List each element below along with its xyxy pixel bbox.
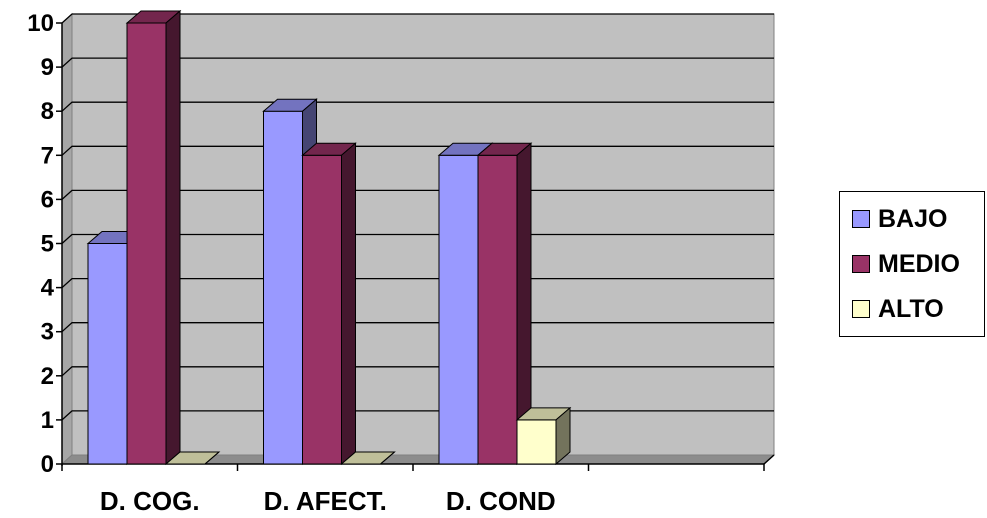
gridline [61, 13, 774, 24]
y-tick-label: 3 [41, 319, 54, 346]
legend-swatch-alto [852, 300, 870, 318]
gridline [61, 322, 774, 333]
bar-front [438, 154, 479, 465]
bar-front [126, 22, 167, 465]
gridline [61, 189, 774, 200]
bar-medio-0 [125, 9, 182, 466]
y-tick-label: 0 [41, 451, 54, 478]
gridline [61, 366, 774, 377]
legend-item-alto: ALTO [852, 294, 944, 324]
y-tick-label: 6 [41, 186, 54, 213]
bar-medio-2 [476, 142, 533, 466]
bar-front [87, 243, 128, 465]
x-tick-label: D. COG. [100, 486, 200, 516]
y-tick-label: 8 [41, 98, 54, 125]
bar-medio-1 [301, 142, 357, 466]
x-axis-depth-line [763, 454, 775, 465]
legend-label-bajo: BAJO [878, 204, 948, 233]
bar-alto-2 [515, 406, 572, 466]
bar-alto-1 [340, 451, 396, 465]
y-tick-label: 7 [41, 142, 54, 169]
bar-front [477, 154, 518, 465]
gridline [61, 233, 774, 244]
legend-item-bajo: BAJO [852, 204, 947, 234]
bars [86, 9, 572, 466]
bar-side [165, 9, 181, 466]
bar-side [204, 451, 220, 465]
y-tick-labels: 0 1 2 3 4 5 6 7 8 9 10 [27, 10, 54, 478]
y-tick-label: 1 [41, 407, 54, 434]
y-tick-label: 10 [27, 10, 54, 37]
bar-side [341, 142, 356, 466]
bar-front [302, 154, 342, 465]
gridline [61, 57, 774, 68]
y-tick-label: 5 [41, 231, 54, 258]
legend-label-alto: ALTO [878, 294, 944, 323]
bar-alto-0 [164, 451, 221, 465]
bar-front [516, 419, 557, 465]
y-tick-label: 4 [41, 275, 55, 302]
bar-side [380, 451, 395, 465]
legend: BAJO MEDIO ALTO [839, 191, 985, 337]
y-tick-label: 9 [41, 54, 54, 81]
gridlines [61, 13, 774, 421]
x-tick-label: D. AFECT. [264, 486, 387, 516]
x-tick-labels: D. COG. D. AFECT. D. COND [100, 486, 556, 516]
legend-item-medio: MEDIO [852, 249, 960, 279]
gridline [61, 101, 774, 112]
x-tick-label: D. COND [446, 486, 556, 516]
gridline [61, 277, 774, 289]
bar-side [555, 406, 571, 466]
gridline [61, 145, 774, 156]
bar-front [263, 110, 303, 465]
legend-swatch-medio [852, 255, 870, 273]
y-tick-label: 2 [41, 363, 54, 390]
legend-label-medio: MEDIO [878, 249, 960, 278]
legend-swatch-bajo [852, 210, 870, 228]
